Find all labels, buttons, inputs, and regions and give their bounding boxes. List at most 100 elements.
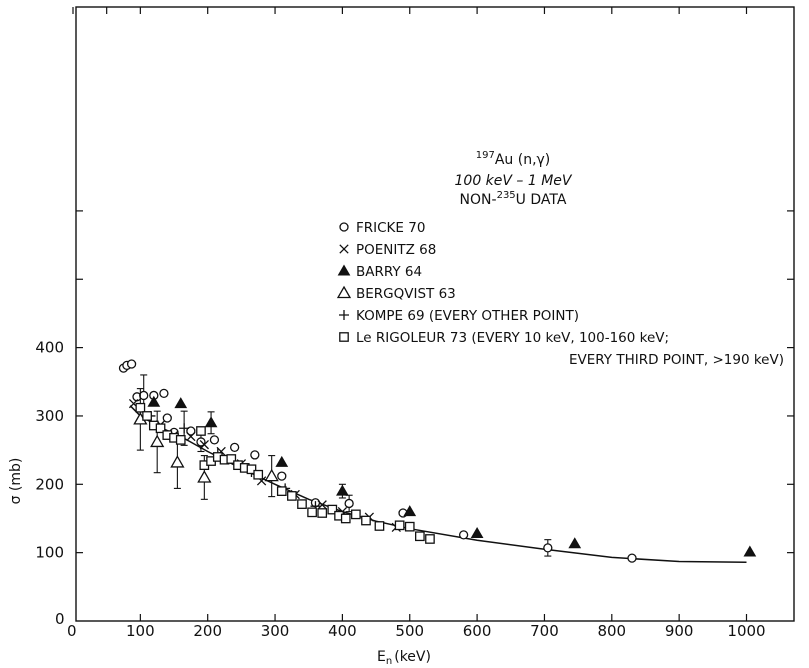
- axis-ticks: 100 200 300 400 500 600 700 800 900 1000 100 200 300…: [35, 7, 794, 640]
- data-point-square-open: [297, 499, 307, 509]
- reaction-annotation: 197Au (n,γ) 100 keV – 1 MeV NON-235U DAT…: [455, 150, 573, 208]
- fit-curve-group: [129, 405, 747, 563]
- data-point-square-open: [361, 515, 371, 526]
- data-point-circle-open: [162, 413, 172, 423]
- data-point-circle-open: [139, 390, 149, 401]
- data-point-square-open: [394, 520, 405, 531]
- data-point-triangle-open: [264, 468, 279, 482]
- data-point-cross: [317, 500, 327, 510]
- y-tick-label: 300: [35, 407, 64, 425]
- data-point-square-open: [253, 469, 264, 480]
- data-point-triangle-filled: [275, 455, 289, 467]
- legend-label-le-rigoleur-73: Le RIGOLEUR 73 (EVERY 10 keV, 100-160 ke…: [356, 330, 669, 346]
- origin-y-label: 0: [55, 610, 65, 628]
- annotation-reaction-text: Au (n,γ): [495, 152, 550, 168]
- data-point-circle-open: [159, 388, 169, 399]
- data-point-square-open: [287, 491, 297, 501]
- data-point-circle-open: [458, 530, 469, 540]
- data-point-triangle-filled: [147, 395, 161, 407]
- data-point-circle-open: [250, 450, 260, 460]
- data-marks: [118, 359, 757, 563]
- data-point-triangle-filled: [568, 537, 582, 549]
- x-tick-label: 200: [193, 622, 222, 640]
- data-point-circle-open: [209, 435, 220, 445]
- data-point-square-open: [155, 423, 166, 434]
- x-tick-label: 700: [530, 622, 559, 640]
- data-point-plus: [179, 423, 190, 434]
- data-point-triangle-open: [150, 434, 165, 448]
- data-point-square-open: [327, 504, 338, 515]
- y-axis-title: σ (mb): [8, 458, 24, 505]
- data-point-triangle-filled: [403, 505, 417, 517]
- y-tick-label: 200: [35, 475, 64, 493]
- legend-label-barry-64: BARRY 64: [356, 264, 422, 280]
- x-tick-label: 900: [665, 622, 694, 640]
- data-point-square-open: [404, 521, 415, 532]
- annotation-data-prefix: NON-: [460, 192, 497, 208]
- x-tick-label: 300: [261, 622, 290, 640]
- annotation-iso-mass: 197: [476, 150, 495, 161]
- data-point-triangle-filled: [336, 484, 349, 496]
- annotation-data-source: NON-235U DATA: [460, 190, 567, 208]
- data-point-triangle-open: [170, 455, 185, 468]
- x-tick-label: 500: [395, 622, 424, 640]
- data-point-square-open: [307, 507, 317, 518]
- data-point-square-open: [226, 454, 237, 464]
- annotation-data-suffix: U DATA: [516, 192, 567, 208]
- data-point-square-open: [340, 513, 351, 524]
- legend: FRICKE 70 POENITZ 68 BARRY 64 BERGQVIST …: [356, 220, 784, 368]
- data-point-triangle-open: [197, 470, 212, 483]
- data-point-square-open: [142, 411, 152, 421]
- data-point-circle-open: [229, 442, 240, 453]
- legend-marker-triangle-open: [336, 285, 352, 299]
- legend-label-kompe-69: KOMPE 69 (EVERY OTHER POINT): [356, 308, 579, 324]
- y-tick-label: 100: [35, 544, 64, 562]
- data-point-square-open: [317, 508, 328, 518]
- data-point-circle-open: [277, 471, 287, 481]
- data-point-cross: [199, 439, 209, 450]
- legend-marker-cross: [339, 244, 349, 254]
- x-tick-label: 100: [126, 622, 155, 640]
- y-tick-label: 400: [35, 339, 64, 357]
- legend-marker-triangle-filled: [337, 264, 351, 276]
- data-point-triangle-filled: [204, 416, 218, 428]
- data-point-cross: [186, 431, 196, 442]
- origin-x-label: 0: [67, 622, 77, 640]
- data-point-square-open: [196, 426, 206, 436]
- data-point-square-open: [135, 402, 146, 413]
- x-axis-title: En (keV): [377, 649, 431, 667]
- data-point-square-open: [425, 534, 435, 544]
- data-point-square-open: [175, 435, 186, 445]
- annotation-data-iso: 235: [497, 190, 516, 201]
- legend-label-bergqvist-63: BERGQVIST 63: [356, 286, 456, 302]
- x-tick-label: 600: [463, 622, 492, 640]
- data-point-triangle-filled: [470, 527, 484, 539]
- legend-marker-plus: [339, 310, 349, 320]
- x-tick-label: 400: [328, 622, 357, 640]
- data-point-circle-open: [344, 498, 354, 509]
- data-point-circle-open: [543, 543, 553, 553]
- data-point-circle-open: [126, 359, 137, 369]
- data-point-triangle-filled: [174, 397, 188, 409]
- data-point-circle-open: [627, 553, 637, 563]
- x-axis-title-subscript: n: [386, 656, 392, 667]
- data-point-square-open: [246, 464, 257, 475]
- data-point-square-open: [351, 509, 361, 520]
- legend-label-fricke-70: FRICKE 70: [356, 220, 425, 236]
- data-point-square-open: [374, 521, 385, 531]
- annotation-reaction: 197Au (n,γ): [476, 150, 551, 168]
- legend-label-poenitz-68: POENITZ 68: [356, 242, 436, 258]
- fit-curve: [129, 405, 747, 563]
- annotation-range: 100 keV – 1 MeV: [455, 173, 573, 189]
- legend-markers: [336, 222, 352, 342]
- data-point-triangle-filled: [743, 545, 757, 557]
- x-axis-title-unit: (keV): [394, 649, 431, 665]
- legend-marker-circle-open: [339, 222, 349, 232]
- plot-frame: [75, 6, 795, 622]
- x-tick-label: 800: [597, 622, 626, 640]
- data-point-circle-open: [186, 426, 196, 436]
- legend-label-le-rigoleur-73-line2: EVERY THIRD POINT, >190 keV): [569, 352, 784, 368]
- data-point-square-open: [415, 531, 425, 542]
- x-tick-label: 1000: [727, 622, 765, 640]
